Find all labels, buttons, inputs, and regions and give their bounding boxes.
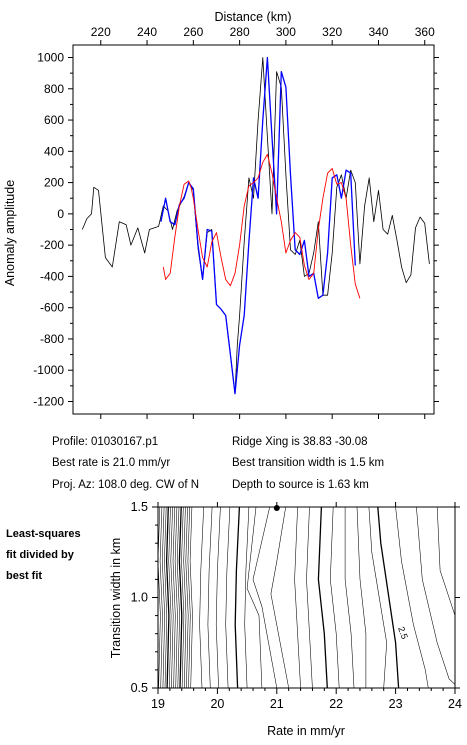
top-series-lines: [81, 56, 430, 395]
proj-az-text: Proj. Az: 108.0 deg. CW of N: [52, 479, 200, 491]
top-y-tick-label: 600: [44, 113, 64, 127]
contour-line: [330, 506, 340, 689]
bottom-y-tick-label: 1.0: [131, 591, 148, 605]
top-x-tick-label: 280: [230, 25, 250, 39]
contour-lines: [157, 506, 456, 689]
top-x-tick-label: 300: [276, 25, 296, 39]
contour-line: [377, 506, 400, 689]
contour-misfit-chart: 19 20 21 22 23 24 0.5 1.0 1.5 2.5 Rate in mm/yr…: [109, 500, 462, 738]
anomaly-profile-chart: 220 240 260 280 300 320 340 360 1000 800 600 400 20…: [3, 10, 439, 419]
contour-line: [189, 506, 193, 689]
top-y-tick-label: 0: [57, 207, 64, 221]
best-fit-marker: [273, 505, 280, 511]
contour-line: [436, 506, 456, 616]
bottom-y-tick-label: 1.5: [131, 500, 148, 514]
side-note-line-1: Least-squares: [6, 528, 81, 540]
contour-line: [162, 506, 165, 689]
contour-line: [246, 506, 263, 689]
contour-line: [395, 506, 429, 689]
top-x-ticks: 220 240 260 280 300 320 340 360: [91, 25, 435, 419]
contour-line: [368, 506, 387, 689]
contour-line: [168, 506, 172, 689]
contour-line: [159, 506, 163, 689]
contour-line: [174, 506, 178, 689]
contour-line: [306, 506, 313, 689]
top-x-tick-label: 340: [368, 25, 388, 39]
contour-line: [172, 506, 176, 689]
bottom-y-axis-label: Transition width in km: [109, 538, 123, 658]
bottom-x-tick-label: 20: [210, 697, 224, 711]
ridge-xing-text: Ridge Xing is 38.83 -30.08: [232, 436, 368, 448]
side-note-line-2: fit divided by: [6, 549, 74, 561]
contour-line: [252, 506, 278, 689]
contour-line: [185, 506, 189, 689]
contour-line: [244, 506, 250, 689]
contour-label: 2.5: [396, 625, 410, 640]
top-y-tick-label: 200: [44, 176, 64, 190]
top-x-tick-label: 240: [137, 25, 157, 39]
top-y-tick-label: 800: [44, 82, 64, 96]
contour-line: [317, 506, 328, 689]
contour-line: [207, 506, 213, 689]
contour-line: [416, 506, 456, 685]
series-line-2: [162, 153, 361, 299]
side-note-line-3: best fit: [6, 570, 43, 582]
top-y-tick-label: -200: [40, 238, 64, 252]
profile-text: Profile: 01030167.p1: [52, 436, 159, 448]
contour-line: [164, 506, 168, 689]
bottom-x-ticks: 19 20 21 22 23 24: [151, 502, 462, 711]
bottom-x-tick-label: 23: [389, 697, 403, 711]
top-y-tick-label: -800: [40, 332, 64, 346]
contour-line: [165, 506, 170, 689]
depth-text: Depth to source is 1.63 km: [232, 479, 369, 491]
top-x-tick-label: 220: [91, 25, 111, 39]
bottom-y-tick-label: 0.5: [131, 681, 148, 695]
contour-line: [199, 506, 204, 689]
series-line-0: [81, 57, 430, 395]
contour-line: [178, 506, 183, 689]
contour-line: [344, 507, 355, 689]
top-y-ticks: 1000 800 600 400 200 0 -200 -400 -600 -800 -1000 -1…: [33, 51, 439, 408]
top-x-tick-label: 260: [183, 25, 203, 39]
top-y-tick-label: 1000: [37, 51, 64, 65]
top-x-tick-label: 320: [322, 25, 342, 39]
top-y-tick-label: 400: [44, 144, 64, 158]
best-width-text: Best transition width is 1.5 km: [232, 457, 385, 469]
bottom-x-tick-label: 21: [270, 697, 284, 711]
contour-line: [183, 506, 187, 689]
bottom-x-tick-label: 19: [151, 697, 165, 711]
contour-line: [215, 506, 221, 689]
top-y-tick-label: -1000: [33, 363, 64, 377]
bottom-x-tick-label: 24: [448, 697, 462, 711]
top-y-axis-label: Anomaly amplitude: [3, 180, 17, 286]
contour-line: [181, 506, 185, 689]
contour-line: [225, 506, 231, 689]
contour-line: [356, 506, 367, 688]
bottom-y-ticks: 0.5 1.0 1.5: [131, 500, 460, 695]
contour-line: [157, 506, 161, 689]
contour-line: [234, 506, 241, 689]
bottom-x-axis-label: Rate in mm/yr: [267, 724, 345, 738]
top-y-tick-label: -600: [40, 301, 64, 315]
side-note: Least-squares fit divided by best fit: [6, 524, 81, 587]
contour-line: [294, 506, 301, 689]
contour-line: [170, 506, 174, 689]
contour-line: [270, 506, 289, 689]
top-x-axis-label: Distance (km): [214, 10, 291, 24]
best-rate-text: Best rate is 21.0 mm/yr: [52, 457, 171, 469]
top-x-tick-label: 360: [415, 25, 435, 39]
bottom-x-tick-label: 22: [329, 697, 343, 711]
contour-line: [176, 506, 180, 689]
contour-line: [187, 506, 191, 689]
top-y-tick-label: -1200: [33, 394, 64, 408]
series-line-1: [160, 56, 356, 395]
top-y-tick-label: -400: [40, 269, 64, 283]
